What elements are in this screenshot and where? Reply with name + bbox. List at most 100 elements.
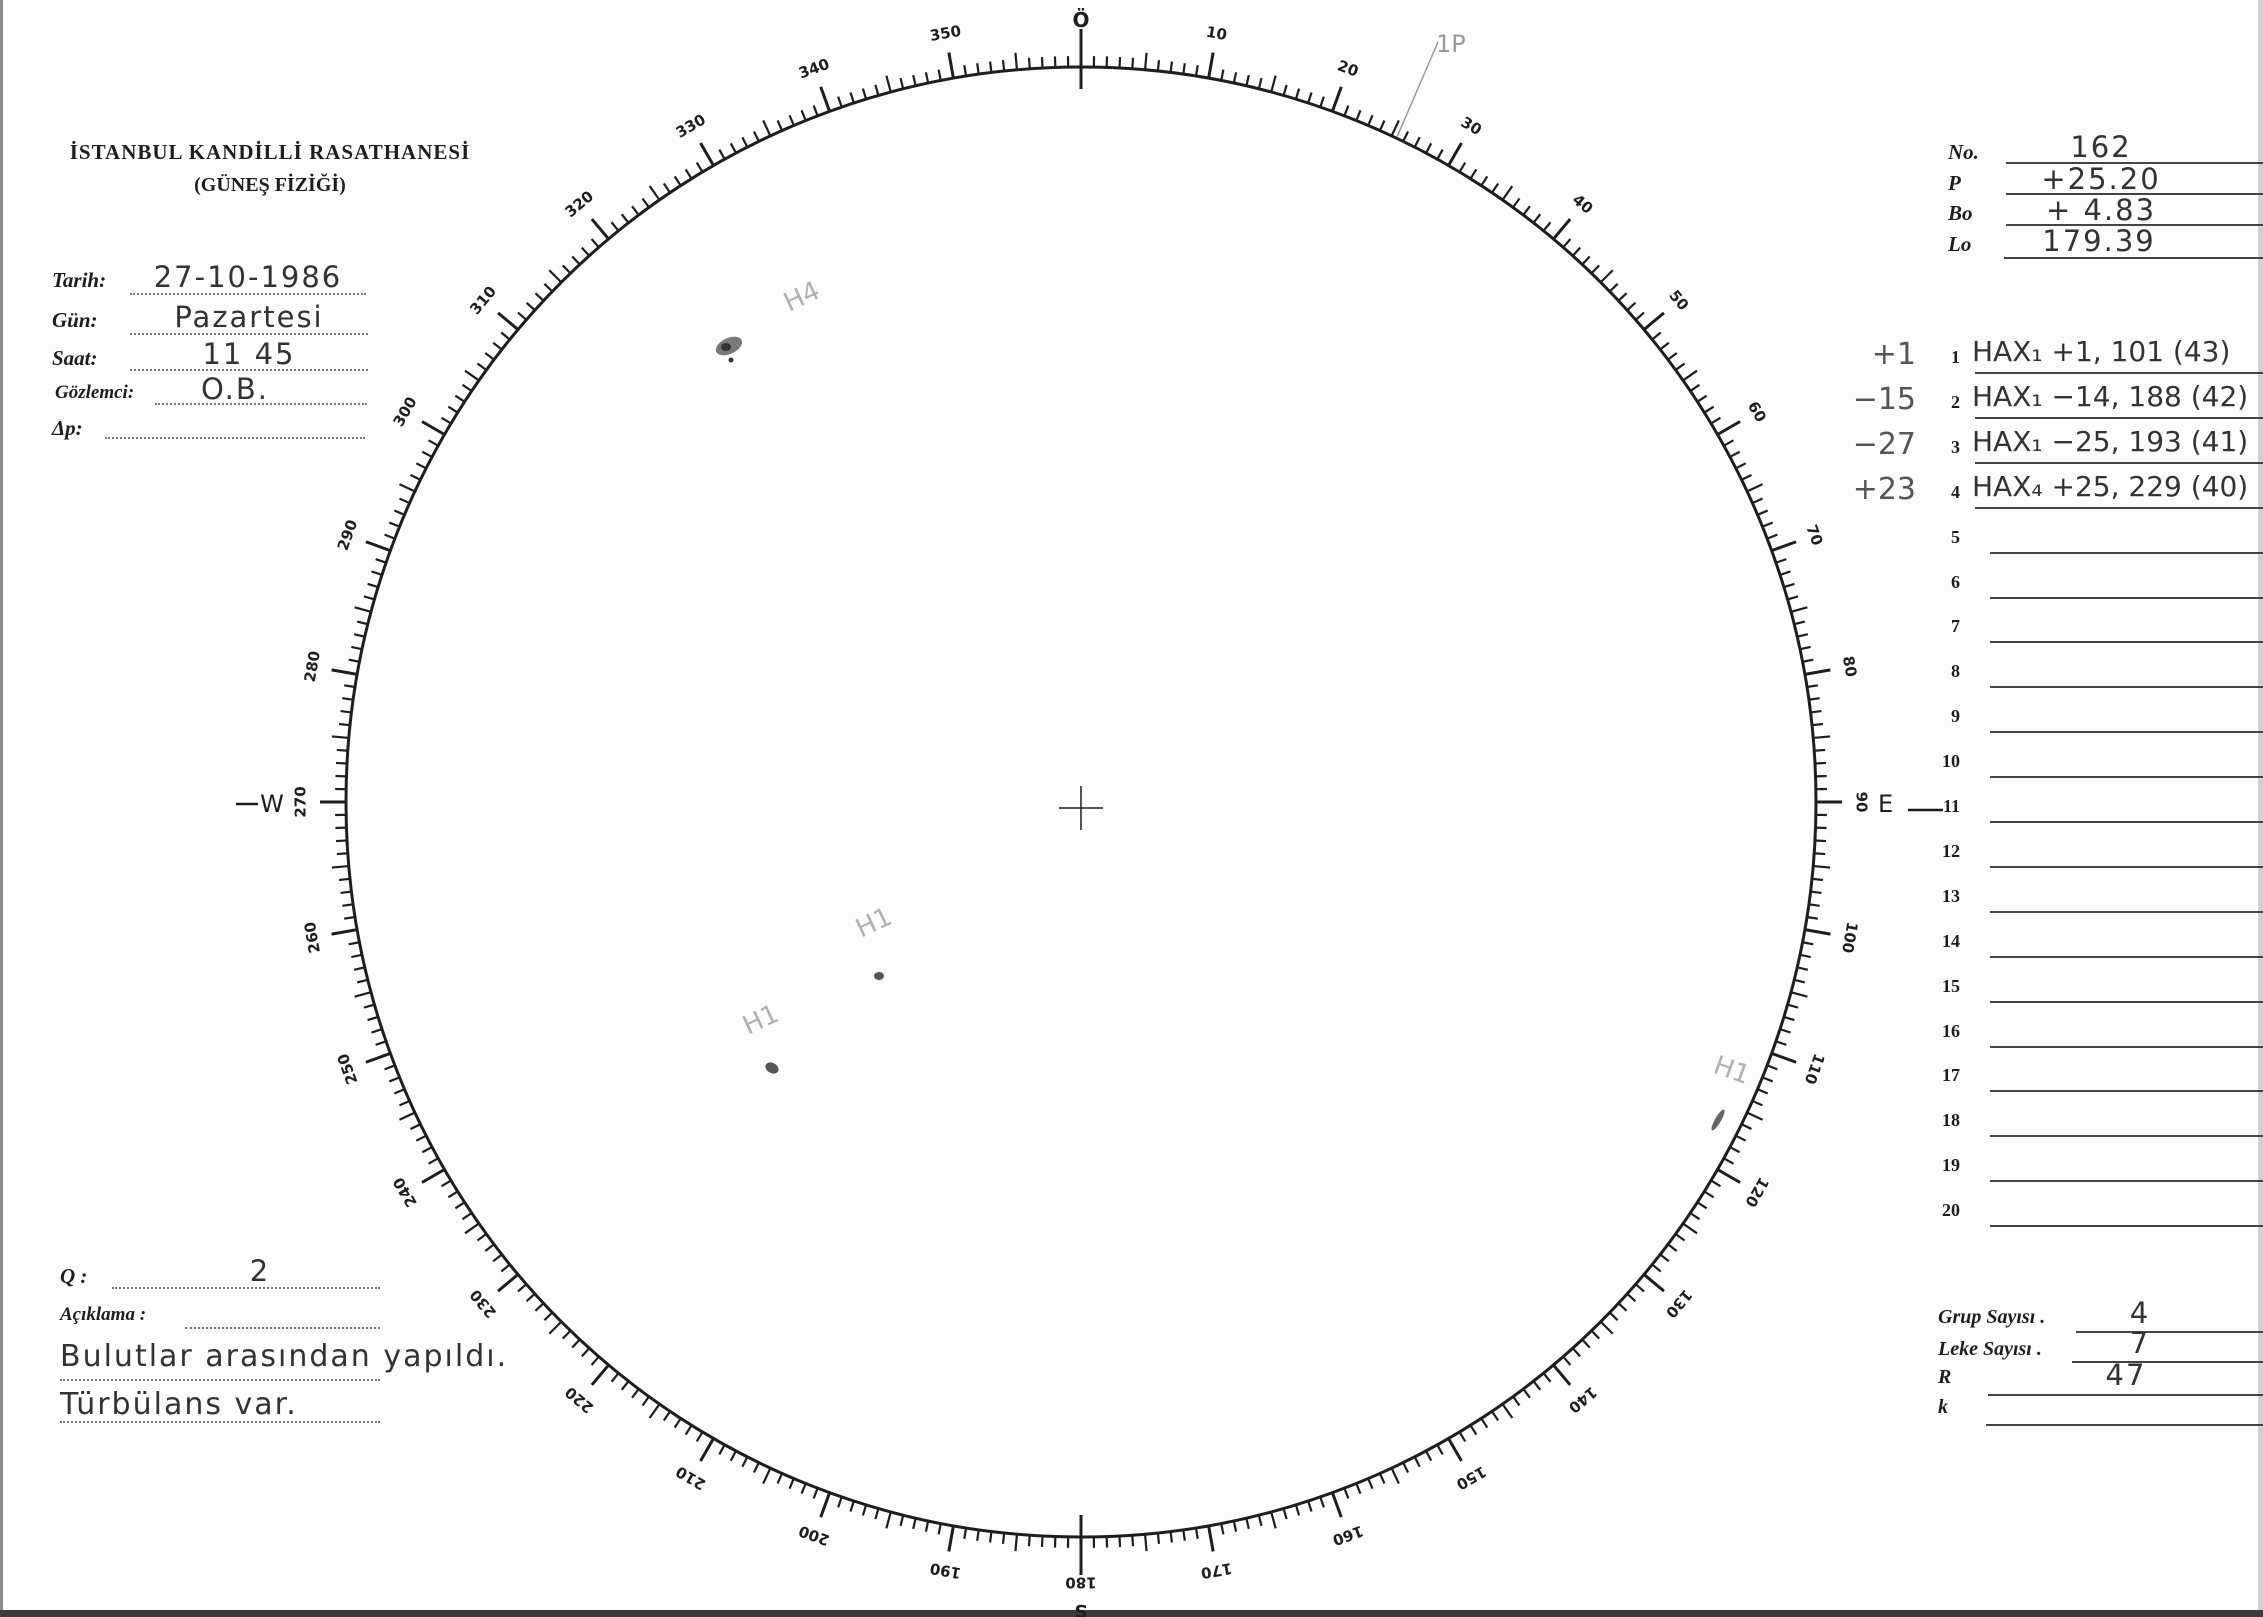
scale-tick <box>812 1487 819 1499</box>
scale-tick <box>348 941 360 946</box>
scale-tick <box>1330 1492 1343 1518</box>
institution-title: İSTANBUL KANDİLLİ RASATHANESİ <box>69 140 471 164</box>
scale-tick <box>1319 1496 1325 1508</box>
scale-tick <box>384 1064 396 1071</box>
observer-line <box>155 402 367 405</box>
scale-tick <box>1696 394 1708 403</box>
sunspot-group-1 <box>1711 1109 1725 1131</box>
scale-tick <box>1766 533 1778 540</box>
scale-tick <box>543 1311 554 1322</box>
group-row-line <box>1975 506 2263 509</box>
scale-tick <box>819 1492 832 1518</box>
scale-tick <box>1757 1088 1769 1095</box>
scale-tick <box>885 75 892 93</box>
scale-tick <box>1194 1527 1199 1539</box>
scale-tick <box>1257 1514 1263 1527</box>
scale-tick <box>1599 269 1614 284</box>
scale-tick <box>1804 928 1831 936</box>
scale-tick <box>1131 1535 1135 1547</box>
scale-tick <box>1814 852 1826 856</box>
scale-tick <box>1790 606 1808 613</box>
scale-tick <box>899 77 905 90</box>
sunspot-label: H1 <box>1710 1050 1754 1091</box>
scale-tick <box>354 606 372 613</box>
scale-tick <box>1775 558 1787 564</box>
scanner-border <box>0 1610 2263 1617</box>
group-row-line <box>1990 1089 2263 1093</box>
scale-tick <box>421 1168 446 1184</box>
scale-tick <box>620 213 630 224</box>
scale-tick <box>1716 420 1741 436</box>
scale-tick <box>384 533 396 540</box>
scale-tick <box>1378 1473 1386 1484</box>
scale-tick <box>1729 450 1741 458</box>
no-line <box>2006 161 2263 164</box>
scale-tick <box>1590 1329 1601 1340</box>
scale-tick <box>699 1437 715 1462</box>
scale-tick <box>912 74 917 87</box>
scale-tick <box>1001 1532 1006 1545</box>
scale-tick <box>937 69 942 81</box>
scale-tick <box>1501 185 1514 201</box>
scale-tick <box>590 1364 610 1386</box>
group-row-line <box>1990 865 2263 868</box>
group-row-line <box>1990 640 2263 644</box>
scale-tick <box>1156 59 1161 72</box>
scale-tick <box>1169 61 1174 73</box>
remarks-text-1: Bulutlar arasından yapıldı. <box>60 1339 509 1374</box>
scale-tick <box>741 136 749 148</box>
scale-tick <box>1814 761 1827 765</box>
scale-tick <box>338 722 351 727</box>
scale-tick <box>1752 1099 1763 1107</box>
scale-tick <box>776 1473 784 1484</box>
scale-tick <box>1802 658 1814 663</box>
scale-tick <box>1746 1111 1764 1121</box>
scale-tick <box>695 1431 704 1443</box>
scale-tick <box>356 620 369 626</box>
scale-tick <box>331 864 349 869</box>
scale-tick <box>1282 1508 1288 1520</box>
scale-label: 300 <box>389 394 420 430</box>
scale-tick <box>631 205 640 216</box>
scale-tick <box>1651 1263 1662 1273</box>
scale-label: 110 <box>1801 1051 1829 1087</box>
scale-tick <box>729 1450 737 1462</box>
scale-tick <box>1810 709 1822 714</box>
scale-tick <box>1458 1431 1467 1443</box>
scale-tick <box>718 1444 726 1455</box>
group-classification: HAX₁ −25, 193 (41) <box>1972 424 2249 458</box>
no-label: No. <box>1948 140 1979 164</box>
sunspot-label: H4 <box>779 276 824 318</box>
scale-tick <box>1667 1243 1678 1252</box>
scale-tick <box>718 149 726 160</box>
scale-tick <box>610 1372 620 1383</box>
observer-label: Gözlemci: <box>55 382 135 403</box>
scale-tick <box>1710 1179 1722 1188</box>
scale-tick <box>1802 941 1814 946</box>
group-row-number: 3 <box>1951 436 1960 457</box>
scale-tick <box>1793 620 1806 626</box>
scale-tick <box>1458 161 1467 173</box>
scale-tick <box>1796 633 1809 638</box>
scale-tick <box>1729 1146 1741 1154</box>
scale-tick <box>497 311 519 331</box>
group-row-number: 17 <box>1942 1065 1960 1086</box>
scale-label: 180 <box>1065 1574 1096 1592</box>
scale-label: 270 <box>292 786 310 817</box>
scale-tick <box>1319 96 1325 108</box>
scale-tick <box>641 197 650 209</box>
group-row-number: 12 <box>1942 840 1960 861</box>
scale-tick <box>1659 341 1670 351</box>
scale-tick <box>1232 72 1238 84</box>
group-row-line <box>1990 1000 2263 1003</box>
scale-tick <box>1156 1532 1161 1545</box>
scale-tick <box>1343 105 1350 117</box>
scale-tick <box>1469 168 1478 180</box>
scale-tick <box>1703 1190 1715 1199</box>
scale-tick <box>1811 722 1824 727</box>
q-value: 2 <box>249 1254 271 1288</box>
group-row-number: 20 <box>1942 1200 1960 1221</box>
group-row-number: 18 <box>1942 1110 1960 1131</box>
scale-label: 320 <box>562 187 598 221</box>
group-count-line <box>2076 1330 2263 1333</box>
